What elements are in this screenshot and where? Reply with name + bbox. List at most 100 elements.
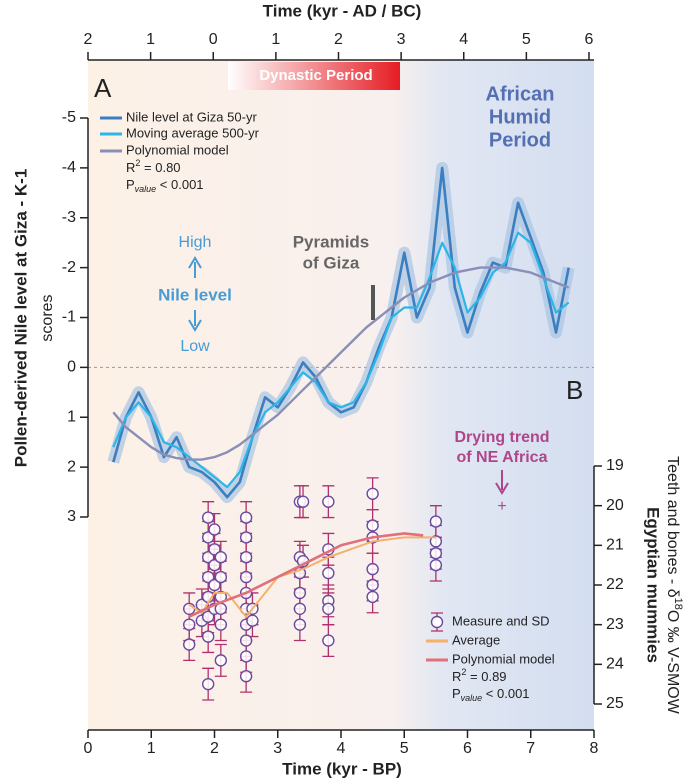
point <box>293 618 307 631</box>
point <box>322 566 335 580</box>
pyramids-label: of Giza <box>303 253 360 272</box>
y-tick-label: -3 <box>62 209 76 226</box>
legend-stat: Pvalue < 0.001 <box>452 686 530 703</box>
legend-swatch <box>430 615 444 629</box>
panel-label: B <box>566 375 583 405</box>
dynastic-bar <box>228 62 400 90</box>
x-tick-label: 0 <box>84 740 93 757</box>
humid-line: African <box>486 83 555 105</box>
point <box>201 677 215 691</box>
point <box>296 495 310 508</box>
x-tick-label: 2 <box>210 740 219 757</box>
humid-line: Period <box>489 129 551 151</box>
x2-tick-label: 1 <box>271 31 280 48</box>
stat-sub: value <box>135 184 157 194</box>
y-tick-label: -2 <box>62 259 76 276</box>
y2-tick-label: 22 <box>606 576 624 593</box>
y2-tick-label: 24 <box>606 656 624 673</box>
y-tick-label: -1 <box>62 309 76 326</box>
point <box>182 618 196 631</box>
point <box>201 610 215 623</box>
y2-units-sup: 18 <box>672 598 684 610</box>
point <box>239 551 253 564</box>
humid-label: African Humid Period <box>486 83 555 151</box>
low-label: Low <box>180 338 210 355</box>
point <box>246 614 259 627</box>
stat-part: < 0.001 <box>156 177 203 192</box>
y2-units-part: O ‰ V-SMOW <box>664 610 681 715</box>
plot <box>88 161 594 701</box>
x2-tick-label: 5 <box>522 31 531 48</box>
x2-tick-label: 2 <box>84 31 93 48</box>
legend-label: Moving average 500-yr <box>126 125 260 140</box>
point <box>366 487 379 500</box>
legend-label: Polynomial model <box>452 651 555 666</box>
stat-part: P <box>452 686 461 701</box>
x-tick-label: 7 <box>526 740 535 757</box>
x2-tick-label: 3 <box>397 31 406 48</box>
point <box>239 570 253 584</box>
point <box>429 535 443 548</box>
high-label: High <box>179 234 212 251</box>
x-tick-label: 4 <box>337 740 346 757</box>
point <box>366 562 379 576</box>
y2-tick-label: 23 <box>606 616 624 633</box>
y2-units-part: Teeth and bones - δ <box>664 456 681 598</box>
legend-label: Polynomial model <box>126 142 229 157</box>
point <box>201 630 215 643</box>
point <box>239 670 253 683</box>
stat-part: = 0.89 <box>466 669 506 684</box>
y2-axis-units: Teeth and bones - δ18O ‰ V-SMOW <box>664 456 684 715</box>
point <box>293 602 307 615</box>
point <box>208 523 221 536</box>
stat-sup: 2 <box>135 158 140 168</box>
y2-tick-label: 25 <box>606 695 624 712</box>
legend-label: Average <box>452 632 500 647</box>
y2-axis-label: Egyptian mummies <box>644 507 663 663</box>
y2-tick-label: 20 <box>606 497 624 514</box>
arrow-up <box>188 256 202 278</box>
panel-label: A <box>94 73 112 103</box>
stat-part: P <box>126 177 135 192</box>
point <box>239 531 253 544</box>
point <box>208 543 221 556</box>
point <box>201 531 215 544</box>
x2-tick-label: 0 <box>209 31 218 48</box>
point <box>322 634 335 647</box>
legend-stat: Pvalue < 0.001 <box>126 177 204 194</box>
y-tick-label: 2 <box>67 458 76 475</box>
arrow-down <box>188 310 202 332</box>
x2-tick-label: 4 <box>459 31 468 48</box>
point <box>366 590 379 604</box>
drying-label: Drying trend <box>454 429 549 446</box>
point <box>239 511 253 524</box>
x-tick-label: 1 <box>147 740 156 757</box>
line <box>112 166 570 499</box>
nile-level-label: Nile level <box>158 285 232 304</box>
drying-plus: + <box>497 498 506 515</box>
x2-tick-label: 2 <box>334 31 343 48</box>
legend-stat: R2 = 0.89 <box>452 667 507 684</box>
y2-tick-label: 19 <box>606 457 624 474</box>
y-tick-label: 3 <box>67 508 76 525</box>
y-tick-label: -5 <box>62 109 76 126</box>
drying-label: of NE Africa <box>457 449 548 466</box>
point <box>208 558 221 572</box>
x-tick-label: 5 <box>400 740 409 757</box>
drying-arrow <box>495 470 509 495</box>
point <box>214 654 228 667</box>
stat-part: < 0.001 <box>482 686 529 701</box>
line <box>188 532 424 618</box>
x-tick-label: 3 <box>273 740 282 757</box>
legend-stat: R2 = 0.80 <box>126 158 181 175</box>
point <box>214 618 228 631</box>
line <box>112 231 570 489</box>
point <box>429 558 443 572</box>
point <box>322 602 335 615</box>
point <box>429 547 443 560</box>
point <box>214 570 228 584</box>
x-axis-label: Time (kyr - BP) <box>282 759 402 778</box>
dynastic-label: Dynastic Period <box>259 67 372 84</box>
top-axis-label: Time (kyr - AD / BC) <box>263 1 422 20</box>
line <box>112 266 570 461</box>
